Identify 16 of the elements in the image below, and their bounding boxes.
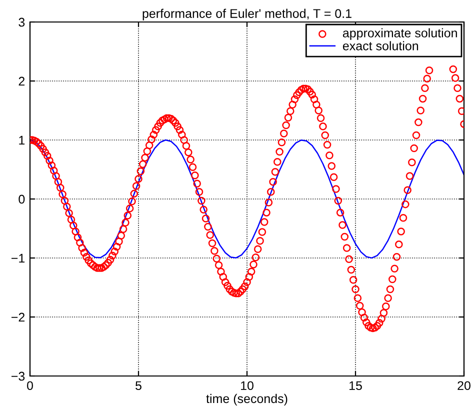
x-tick-label: 10	[241, 381, 254, 390]
x-tick-label: 0	[27, 381, 33, 390]
y-tick-label: 0	[18, 194, 25, 204]
y-tick-label: −3	[12, 372, 25, 381]
x-axis-title: time (seconds)	[206, 394, 288, 406]
legend-label: approximate solution	[342, 28, 457, 40]
y-tick-label: −1	[12, 254, 25, 263]
x-tick-label: 5	[136, 381, 142, 390]
legend-label: exact solution	[342, 41, 418, 50]
y-tick-label: 2	[18, 76, 25, 86]
chart-title: performance of Euler' method, T = 0.1	[142, 8, 352, 20]
y-tick-label: −2	[12, 312, 25, 322]
x-tick-label: 15	[350, 381, 362, 390]
y-tick-label: 1	[19, 136, 25, 145]
y-tick-label: 3	[18, 18, 25, 27]
x-tick-label: 20	[458, 381, 470, 390]
